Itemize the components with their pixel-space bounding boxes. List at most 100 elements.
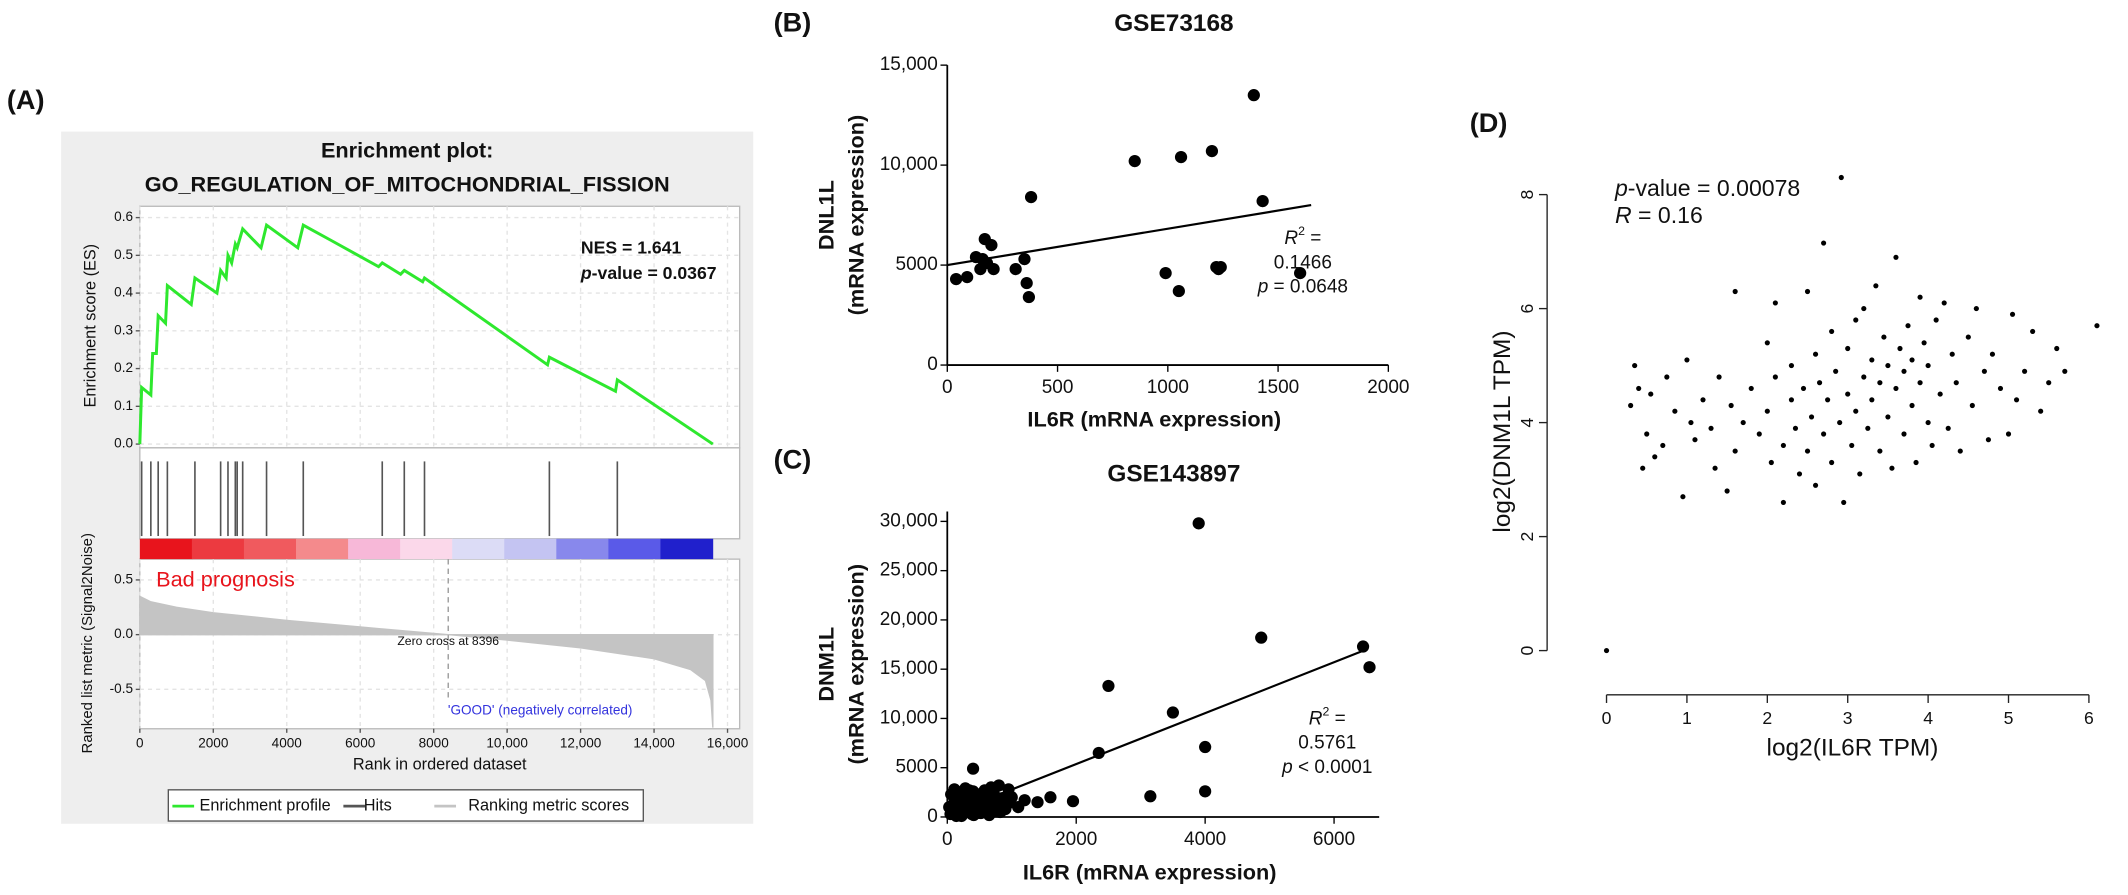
point bbox=[1144, 790, 1157, 803]
point bbox=[1692, 437, 1698, 443]
x-tick-label: 0 bbox=[136, 735, 144, 750]
x-tick-label: 10,000 bbox=[486, 735, 528, 750]
y-axis-title: log2(DNM1L TPM) bbox=[1489, 331, 1516, 533]
point bbox=[1672, 408, 1678, 414]
x-tick-label: 500 bbox=[1042, 377, 1074, 398]
point bbox=[975, 789, 988, 802]
annotation-part: R bbox=[1615, 202, 1632, 228]
point bbox=[1800, 385, 1807, 391]
point bbox=[1845, 391, 1851, 397]
point bbox=[1640, 465, 1646, 471]
x-tick-label: 12,000 bbox=[560, 735, 602, 750]
point bbox=[950, 272, 963, 286]
y-tick-label: 30,000 bbox=[880, 510, 938, 531]
y-tick-label: 15,000 bbox=[880, 658, 938, 679]
point bbox=[1764, 340, 1770, 346]
point bbox=[996, 803, 1009, 817]
rank-color-bar bbox=[608, 538, 662, 560]
point bbox=[1865, 425, 1871, 431]
panel-label: (A) bbox=[7, 84, 45, 115]
point bbox=[1853, 408, 1859, 414]
point bbox=[1913, 459, 1919, 466]
point bbox=[1838, 174, 1844, 181]
point bbox=[1833, 368, 1839, 374]
point bbox=[1829, 328, 1835, 334]
annotation-part: R bbox=[1284, 228, 1298, 249]
point bbox=[967, 808, 980, 822]
point bbox=[1256, 194, 1269, 208]
chart-title: GSE73168 bbox=[1114, 10, 1233, 37]
x-tick-label: 8000 bbox=[419, 735, 450, 750]
point bbox=[1732, 288, 1738, 295]
point bbox=[1636, 385, 1642, 391]
point bbox=[987, 262, 1000, 276]
rank-color-bar bbox=[452, 538, 505, 560]
metric-area bbox=[139, 595, 714, 728]
x-axis-title: Rank in ordered dataset bbox=[353, 756, 527, 774]
point bbox=[1648, 391, 1654, 397]
y-tick-label: 5000 bbox=[896, 254, 938, 275]
point bbox=[1969, 402, 1975, 409]
point bbox=[1172, 284, 1185, 298]
x-tick-label: 5 bbox=[2004, 708, 2014, 728]
point bbox=[1933, 317, 1939, 323]
annotation-part: = 0.0648 bbox=[1268, 277, 1348, 298]
point bbox=[1885, 414, 1891, 420]
y-tick-label: 0 bbox=[927, 354, 938, 375]
point bbox=[1159, 266, 1172, 280]
point bbox=[1764, 408, 1770, 414]
annotation-part: R bbox=[1309, 708, 1323, 729]
negative-label: 'GOOD' (negatively correlated) bbox=[448, 703, 633, 718]
point bbox=[1989, 351, 1996, 357]
annotation-part: = 0.16 bbox=[1632, 202, 1703, 228]
point bbox=[992, 779, 1005, 792]
point bbox=[1192, 517, 1205, 530]
point bbox=[1740, 420, 1746, 426]
annotation-part: 2 bbox=[1323, 705, 1330, 719]
fit-line bbox=[947, 204, 1312, 267]
point bbox=[1066, 795, 1080, 808]
point bbox=[1652, 454, 1658, 460]
y-tick-label: 8 bbox=[1517, 190, 1537, 200]
point bbox=[1214, 260, 1227, 274]
point bbox=[1877, 380, 1883, 386]
point bbox=[1845, 345, 1851, 352]
point bbox=[1953, 380, 1959, 386]
annotation-part: 0.5761 bbox=[1298, 733, 1356, 754]
point bbox=[1897, 345, 1903, 352]
y-tick-label: 10,000 bbox=[880, 707, 938, 728]
point bbox=[1877, 448, 1883, 454]
point bbox=[1005, 791, 1018, 804]
point bbox=[1022, 290, 1035, 304]
annotation-part: < 0.0001 bbox=[1293, 757, 1373, 778]
x-tick-label: 14,000 bbox=[633, 735, 675, 750]
legend-label: Hits bbox=[364, 796, 392, 814]
annotation-part: 0.1466 bbox=[1274, 252, 1332, 273]
x-tick-label: 3 bbox=[1843, 708, 1853, 728]
point bbox=[1684, 357, 1690, 363]
point bbox=[1603, 648, 1610, 654]
y-tick-label: 0 bbox=[1517, 645, 1537, 655]
point bbox=[1788, 397, 1795, 403]
annotation: p-value = 0.00078 bbox=[1614, 175, 1800, 201]
y-tick-label: 0.0 bbox=[114, 436, 133, 451]
point bbox=[1024, 190, 1038, 204]
point bbox=[2005, 431, 2012, 437]
point bbox=[1945, 425, 1951, 431]
legend-label: Ranking metric scores bbox=[468, 796, 629, 814]
annotation: p-value = 0.0367 bbox=[580, 263, 717, 283]
point bbox=[1937, 391, 1943, 397]
point bbox=[1804, 448, 1811, 454]
annotation: p < 0.0001 bbox=[1281, 757, 1372, 778]
y-tick-label: 2 bbox=[1517, 532, 1537, 542]
hits-area bbox=[139, 447, 741, 540]
es-plot-area bbox=[139, 205, 741, 449]
y-tick-label: 0.4 bbox=[114, 285, 133, 300]
point bbox=[2062, 368, 2068, 374]
point bbox=[2013, 397, 2020, 403]
y-tick-label: 0.0 bbox=[114, 626, 133, 641]
annotation-part: p bbox=[1281, 757, 1293, 778]
y-tick-label: 10,000 bbox=[880, 154, 938, 175]
point bbox=[1837, 420, 1843, 426]
